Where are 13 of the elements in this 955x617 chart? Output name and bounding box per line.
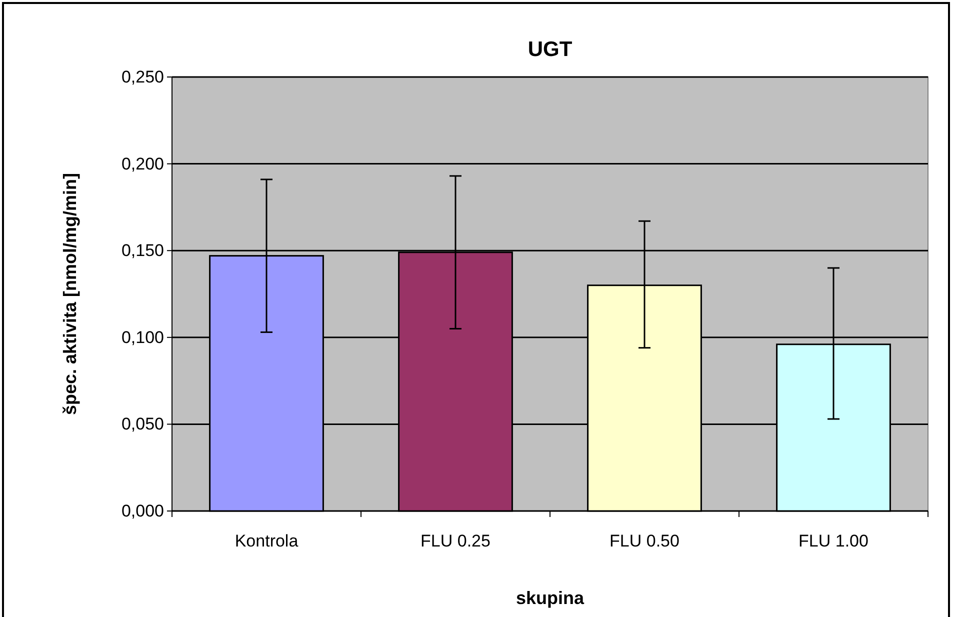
y-tick-label: 0,200: [121, 154, 164, 174]
x-tick-label: FLU 0.25: [420, 531, 490, 550]
y-tick-label: 0,100: [121, 328, 164, 347]
x-axis-title: skupina: [516, 588, 585, 608]
y-axis-title: špec. aktivita [nmol/mg/min]: [60, 172, 80, 416]
x-tick-label: Kontrola: [234, 531, 299, 550]
chart-title: UGT: [528, 38, 572, 61]
y-tick-label: 0,050: [121, 414, 164, 434]
y-tick-label: 0,000: [121, 501, 164, 520]
x-tick-label: FLU 0.50: [610, 531, 680, 550]
y-tick-label: 0,250: [121, 67, 164, 86]
x-tick-label: FLU 1.00: [798, 531, 868, 550]
y-tick-label: 0,150: [121, 241, 164, 260]
